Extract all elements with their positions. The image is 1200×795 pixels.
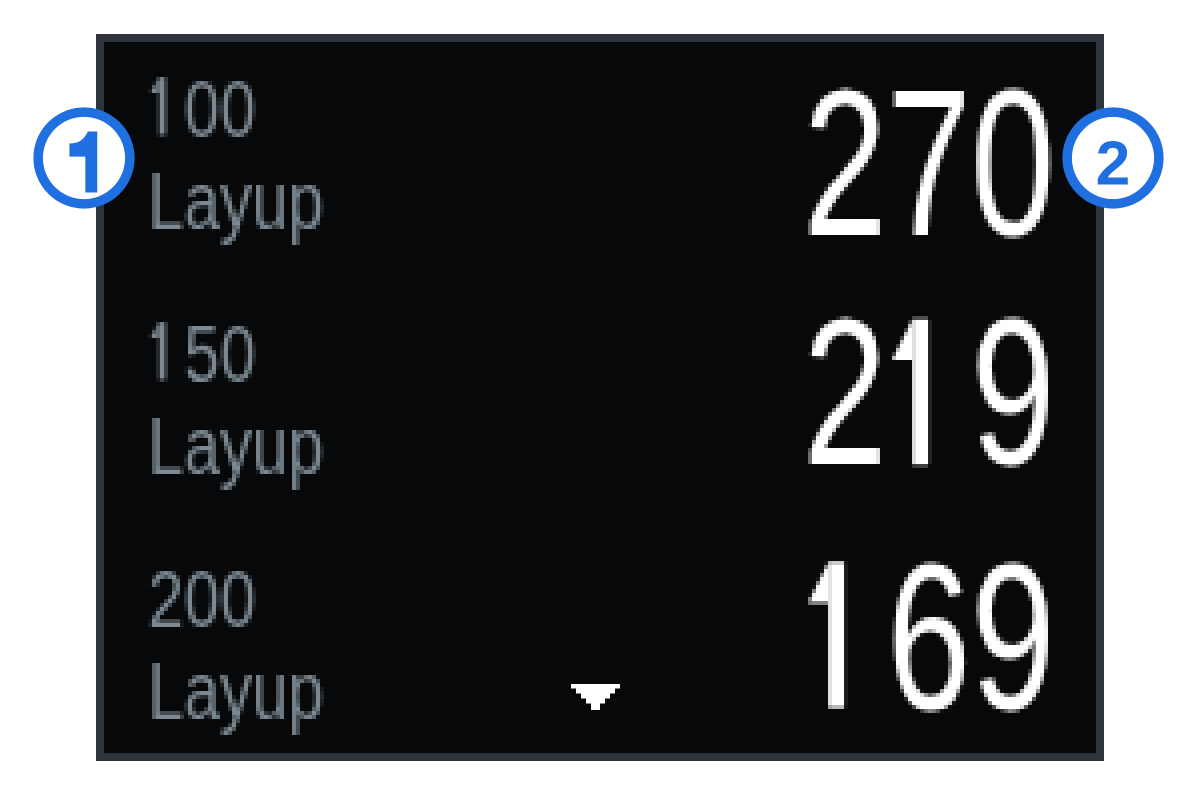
- svg-text:2: 2: [1096, 130, 1131, 199]
